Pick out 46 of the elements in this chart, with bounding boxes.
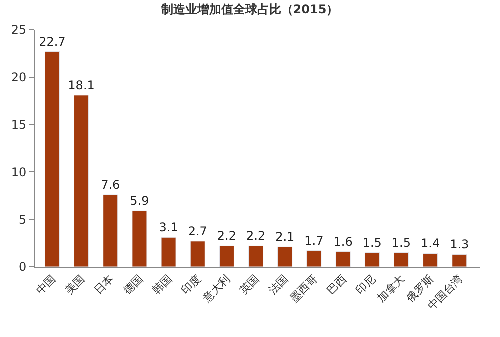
data-label: 18.1 <box>68 78 95 92</box>
bar <box>278 246 293 267</box>
x-tick-label: 巴西 <box>324 272 350 298</box>
x-tick-label: 美国 <box>62 272 88 298</box>
x-tick-label: 印尼 <box>354 272 378 298</box>
x-tick-label: 印度 <box>179 272 204 298</box>
data-label: 3.1 <box>159 220 178 235</box>
data-label: 1.4 <box>421 236 440 251</box>
x-tick-label: 英国 <box>237 272 262 298</box>
data-label: 5.9 <box>130 194 150 208</box>
data-label: 1.7 <box>304 234 324 248</box>
bar <box>423 253 438 267</box>
y-tick-label: 0 <box>18 260 27 274</box>
data-label: 2.2 <box>217 229 237 244</box>
data-label: 1.5 <box>362 236 382 250</box>
bar <box>103 194 118 267</box>
y-tick-label: 15 <box>11 118 27 132</box>
y-tick-label: 10 <box>11 165 27 180</box>
bar <box>336 252 351 267</box>
data-label: 1.5 <box>392 236 412 250</box>
y-tick-label: 5 <box>18 212 27 227</box>
bar <box>248 246 264 267</box>
bar <box>44 52 60 267</box>
bar <box>74 95 90 267</box>
bar <box>394 252 409 267</box>
x-tick-label: 中国 <box>34 272 58 298</box>
x-tick-label: 日本 <box>92 272 117 298</box>
bar <box>161 237 176 267</box>
data-label: 1.6 <box>334 234 353 249</box>
bar <box>219 246 234 267</box>
data-label: 7.6 <box>101 178 120 192</box>
data-label: 2.2 <box>246 229 266 244</box>
data-label: 2.7 <box>188 224 208 238</box>
y-tick-label: 20 <box>11 70 27 85</box>
chart-title: 制造业增加值全球占比（2015） <box>160 2 339 16</box>
data-label: 2.1 <box>276 230 295 244</box>
data-label: 1.3 <box>450 238 470 252</box>
bar <box>132 210 148 267</box>
bar <box>364 252 380 267</box>
data-label: 22.7 <box>39 34 66 49</box>
x-tick-label: 德国 <box>120 272 146 298</box>
x-tick-label: 韩国 <box>150 272 175 298</box>
y-tick-label: 25 <box>11 23 27 38</box>
bar <box>452 254 468 267</box>
bar <box>306 250 322 267</box>
bar <box>190 241 206 267</box>
